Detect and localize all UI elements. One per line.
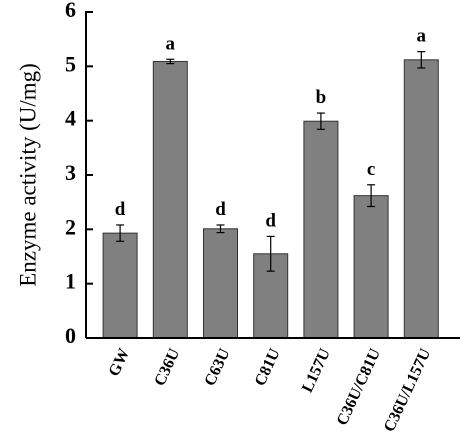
y-tick-label: 3 [65, 160, 76, 185]
annotation: a [417, 26, 427, 47]
x-tick-label: L157U [299, 346, 334, 395]
x-tick-label: GW [106, 346, 133, 379]
bar [203, 228, 238, 339]
annotation: d [265, 210, 276, 231]
x-tick-label: C81U [252, 346, 284, 389]
annotation: d [115, 199, 126, 220]
x-tick-label: C36U [151, 346, 183, 389]
x-tick-label: C36U/L157U [381, 346, 435, 435]
bar [353, 195, 389, 339]
y-tick-label: 5 [65, 51, 76, 76]
y-tick-label: 4 [65, 106, 76, 131]
error-bar [166, 58, 175, 65]
annotation: a [166, 33, 176, 54]
y-tick-label: 2 [65, 214, 76, 239]
y-tick-label: 0 [65, 323, 76, 348]
y-tick-label: 6 [65, 0, 76, 22]
x-tick-label: C63U [202, 346, 234, 389]
annotation: b [316, 87, 327, 108]
annotation: c [367, 159, 375, 180]
y-axis-label: Enzyme activity (U/mg) [15, 63, 40, 287]
error-bar [216, 224, 225, 234]
bar [102, 232, 138, 339]
error-bar [367, 184, 376, 208]
x-tick-label: C36U/C81U [334, 346, 385, 429]
error-bar [116, 224, 125, 242]
error-bar [417, 51, 426, 69]
annotation: d [215, 199, 226, 220]
error-bar [266, 235, 275, 272]
y-tick-label: 1 [65, 269, 76, 294]
bar [303, 120, 339, 339]
bar [403, 59, 439, 339]
error-bar [316, 112, 325, 130]
bar [152, 60, 188, 339]
